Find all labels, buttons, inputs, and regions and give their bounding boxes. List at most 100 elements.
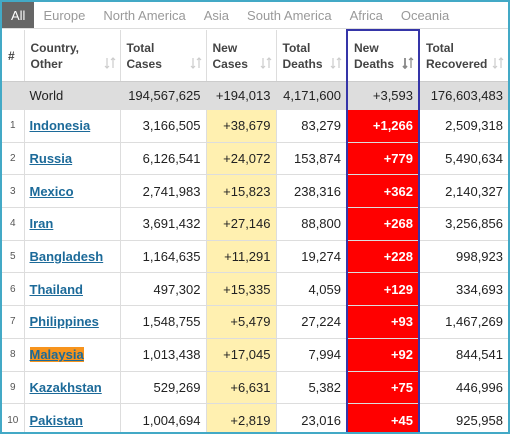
cell: 1,548,755 xyxy=(120,305,207,339)
country-link[interactable]: Indonesia xyxy=(29,118,91,134)
cell: 497,302 xyxy=(120,272,207,307)
header-label: New Deaths xyxy=(354,41,395,71)
country-row: 4 Iran 3,691,432 +27,146 88,800 +268 3,256,856 xyxy=(2,207,508,241)
tab[interactable]: Asia xyxy=(203,7,230,23)
cell: +2,819 xyxy=(206,403,277,432)
cell: 176,603,483 xyxy=(419,81,508,110)
sort-icon xyxy=(104,57,115,69)
country-link[interactable]: Iran xyxy=(29,216,54,232)
country-row: 9 Kazakhstan 529,269 +6,631 5,382 +75 446,996 xyxy=(2,371,508,405)
rank: 4 xyxy=(2,207,25,241)
cell: +93 xyxy=(346,305,420,339)
tab[interactable]: Europe xyxy=(43,7,86,23)
country-row: 8 Malaysia 1,013,438 +17,045 7,994 +92 844,541 xyxy=(2,338,508,372)
tab[interactable]: North America xyxy=(103,7,186,23)
cell: Kazakhstan xyxy=(24,371,121,405)
column-header[interactable]: New Deaths xyxy=(346,29,420,82)
column-header[interactable]: Total Cases xyxy=(120,30,207,82)
country-link[interactable]: Russia xyxy=(29,151,73,167)
cell: +3,593 xyxy=(346,81,420,110)
cell: +11,291 xyxy=(206,240,277,274)
cell: Bangladesh xyxy=(24,240,121,274)
cell: 19,274 xyxy=(276,240,348,274)
cell: 334,693 xyxy=(419,272,508,307)
header-label: Total Deaths xyxy=(282,40,323,71)
country-row: 10 Pakistan 1,004,694 +2,819 23,016 +45 925,95… xyxy=(2,403,508,432)
cell: +75 xyxy=(346,371,420,405)
country-link[interactable]: Kazakhstan xyxy=(29,379,102,395)
header-label: Total Cases xyxy=(126,40,162,71)
cell: 7,994 xyxy=(276,338,348,372)
tab[interactable]: All xyxy=(2,2,35,28)
tab[interactable]: Africa xyxy=(349,7,383,23)
cell: 844,541 xyxy=(419,338,508,372)
cell: 1,467,269 xyxy=(419,305,508,339)
cell: +15,335 xyxy=(206,272,277,307)
cell: +268 xyxy=(346,207,420,241)
tab[interactable]: Oceania xyxy=(400,7,450,23)
cell: 238,316 xyxy=(276,174,348,209)
cell: World xyxy=(24,81,121,110)
cell: +17,045 xyxy=(206,338,277,372)
cell: +6,631 xyxy=(206,371,277,405)
rank: 6 xyxy=(2,272,25,307)
header-label: Country, Other xyxy=(30,40,79,71)
tab-bar: All Europe North America Asia South America A… xyxy=(2,2,508,29)
header-label: # xyxy=(8,48,15,63)
cell: Indonesia xyxy=(24,109,121,143)
country-row: 3 Mexico 2,741,983 +15,823 238,316 +362 2,140,… xyxy=(2,174,508,209)
cell: +92 xyxy=(346,338,420,372)
header-label: New Cases xyxy=(212,40,248,71)
sort-icon xyxy=(330,57,342,69)
cell: +228 xyxy=(346,240,420,274)
cell: +5,479 xyxy=(206,305,277,339)
column-header[interactable]: Total Recovered xyxy=(419,30,508,82)
country-row: 2 Russia 6,126,541 +24,072 153,874 +779 5,490,… xyxy=(2,142,508,176)
cell xyxy=(2,81,25,110)
cell: +27,146 xyxy=(206,207,277,241)
country-link[interactable]: Pakistan xyxy=(29,412,83,428)
cell: 4,171,600 xyxy=(276,81,348,110)
column-header[interactable]: Total Deaths xyxy=(276,30,348,82)
rank: 10 xyxy=(2,403,25,432)
cell: Thailand xyxy=(24,272,121,307)
cell: 2,140,327 xyxy=(419,174,508,209)
sort-icon xyxy=(402,57,414,69)
country-row: 1 Indonesia 3,166,505 +38,679 83,279 +1,266 2,… xyxy=(2,109,508,143)
cell: +38,679 xyxy=(206,109,277,143)
cell: 529,269 xyxy=(120,371,207,405)
country-link[interactable]: Bangladesh xyxy=(29,249,104,265)
cell: 2,509,318 xyxy=(419,109,508,143)
country-link[interactable]: Philippines xyxy=(29,314,99,330)
column-header[interactable]: Country, Other xyxy=(24,30,121,82)
cell: +362 xyxy=(346,174,420,209)
rank: 7 xyxy=(2,305,25,339)
sort-icon xyxy=(190,57,201,69)
country-link[interactable]: Thailand xyxy=(29,281,83,297)
rank: 3 xyxy=(2,174,25,209)
cell: +194,013 xyxy=(206,81,277,110)
cell: 1,004,694 xyxy=(120,403,207,432)
cell: 23,016 xyxy=(276,403,348,432)
sort-icon xyxy=(492,57,504,69)
column-header: # xyxy=(2,30,25,82)
cell: 3,166,505 xyxy=(120,109,207,143)
rank: 1 xyxy=(2,109,25,143)
cell: 925,958 xyxy=(419,403,508,432)
cell: 3,691,432 xyxy=(120,207,207,241)
country-link[interactable]: Mexico xyxy=(29,183,74,199)
cell: +779 xyxy=(346,142,420,176)
tab[interactable]: South America xyxy=(247,7,332,23)
world-row: World 194,567,625 +194,013 4,171,600 +3,593 1… xyxy=(2,81,508,110)
rank: 9 xyxy=(2,371,25,405)
column-header[interactable]: New Cases xyxy=(206,30,277,82)
cell: +24,072 xyxy=(206,142,277,176)
country-link[interactable]: Malaysia xyxy=(29,347,84,363)
header-label: Total Recovered xyxy=(426,40,488,71)
rank: 2 xyxy=(2,142,25,176)
cell: 5,382 xyxy=(276,371,348,405)
cell: 88,800 xyxy=(276,207,348,241)
cell: 2,741,983 xyxy=(120,174,207,209)
header-row: # Country, Other Total Cases New Cases Total… xyxy=(2,29,508,82)
